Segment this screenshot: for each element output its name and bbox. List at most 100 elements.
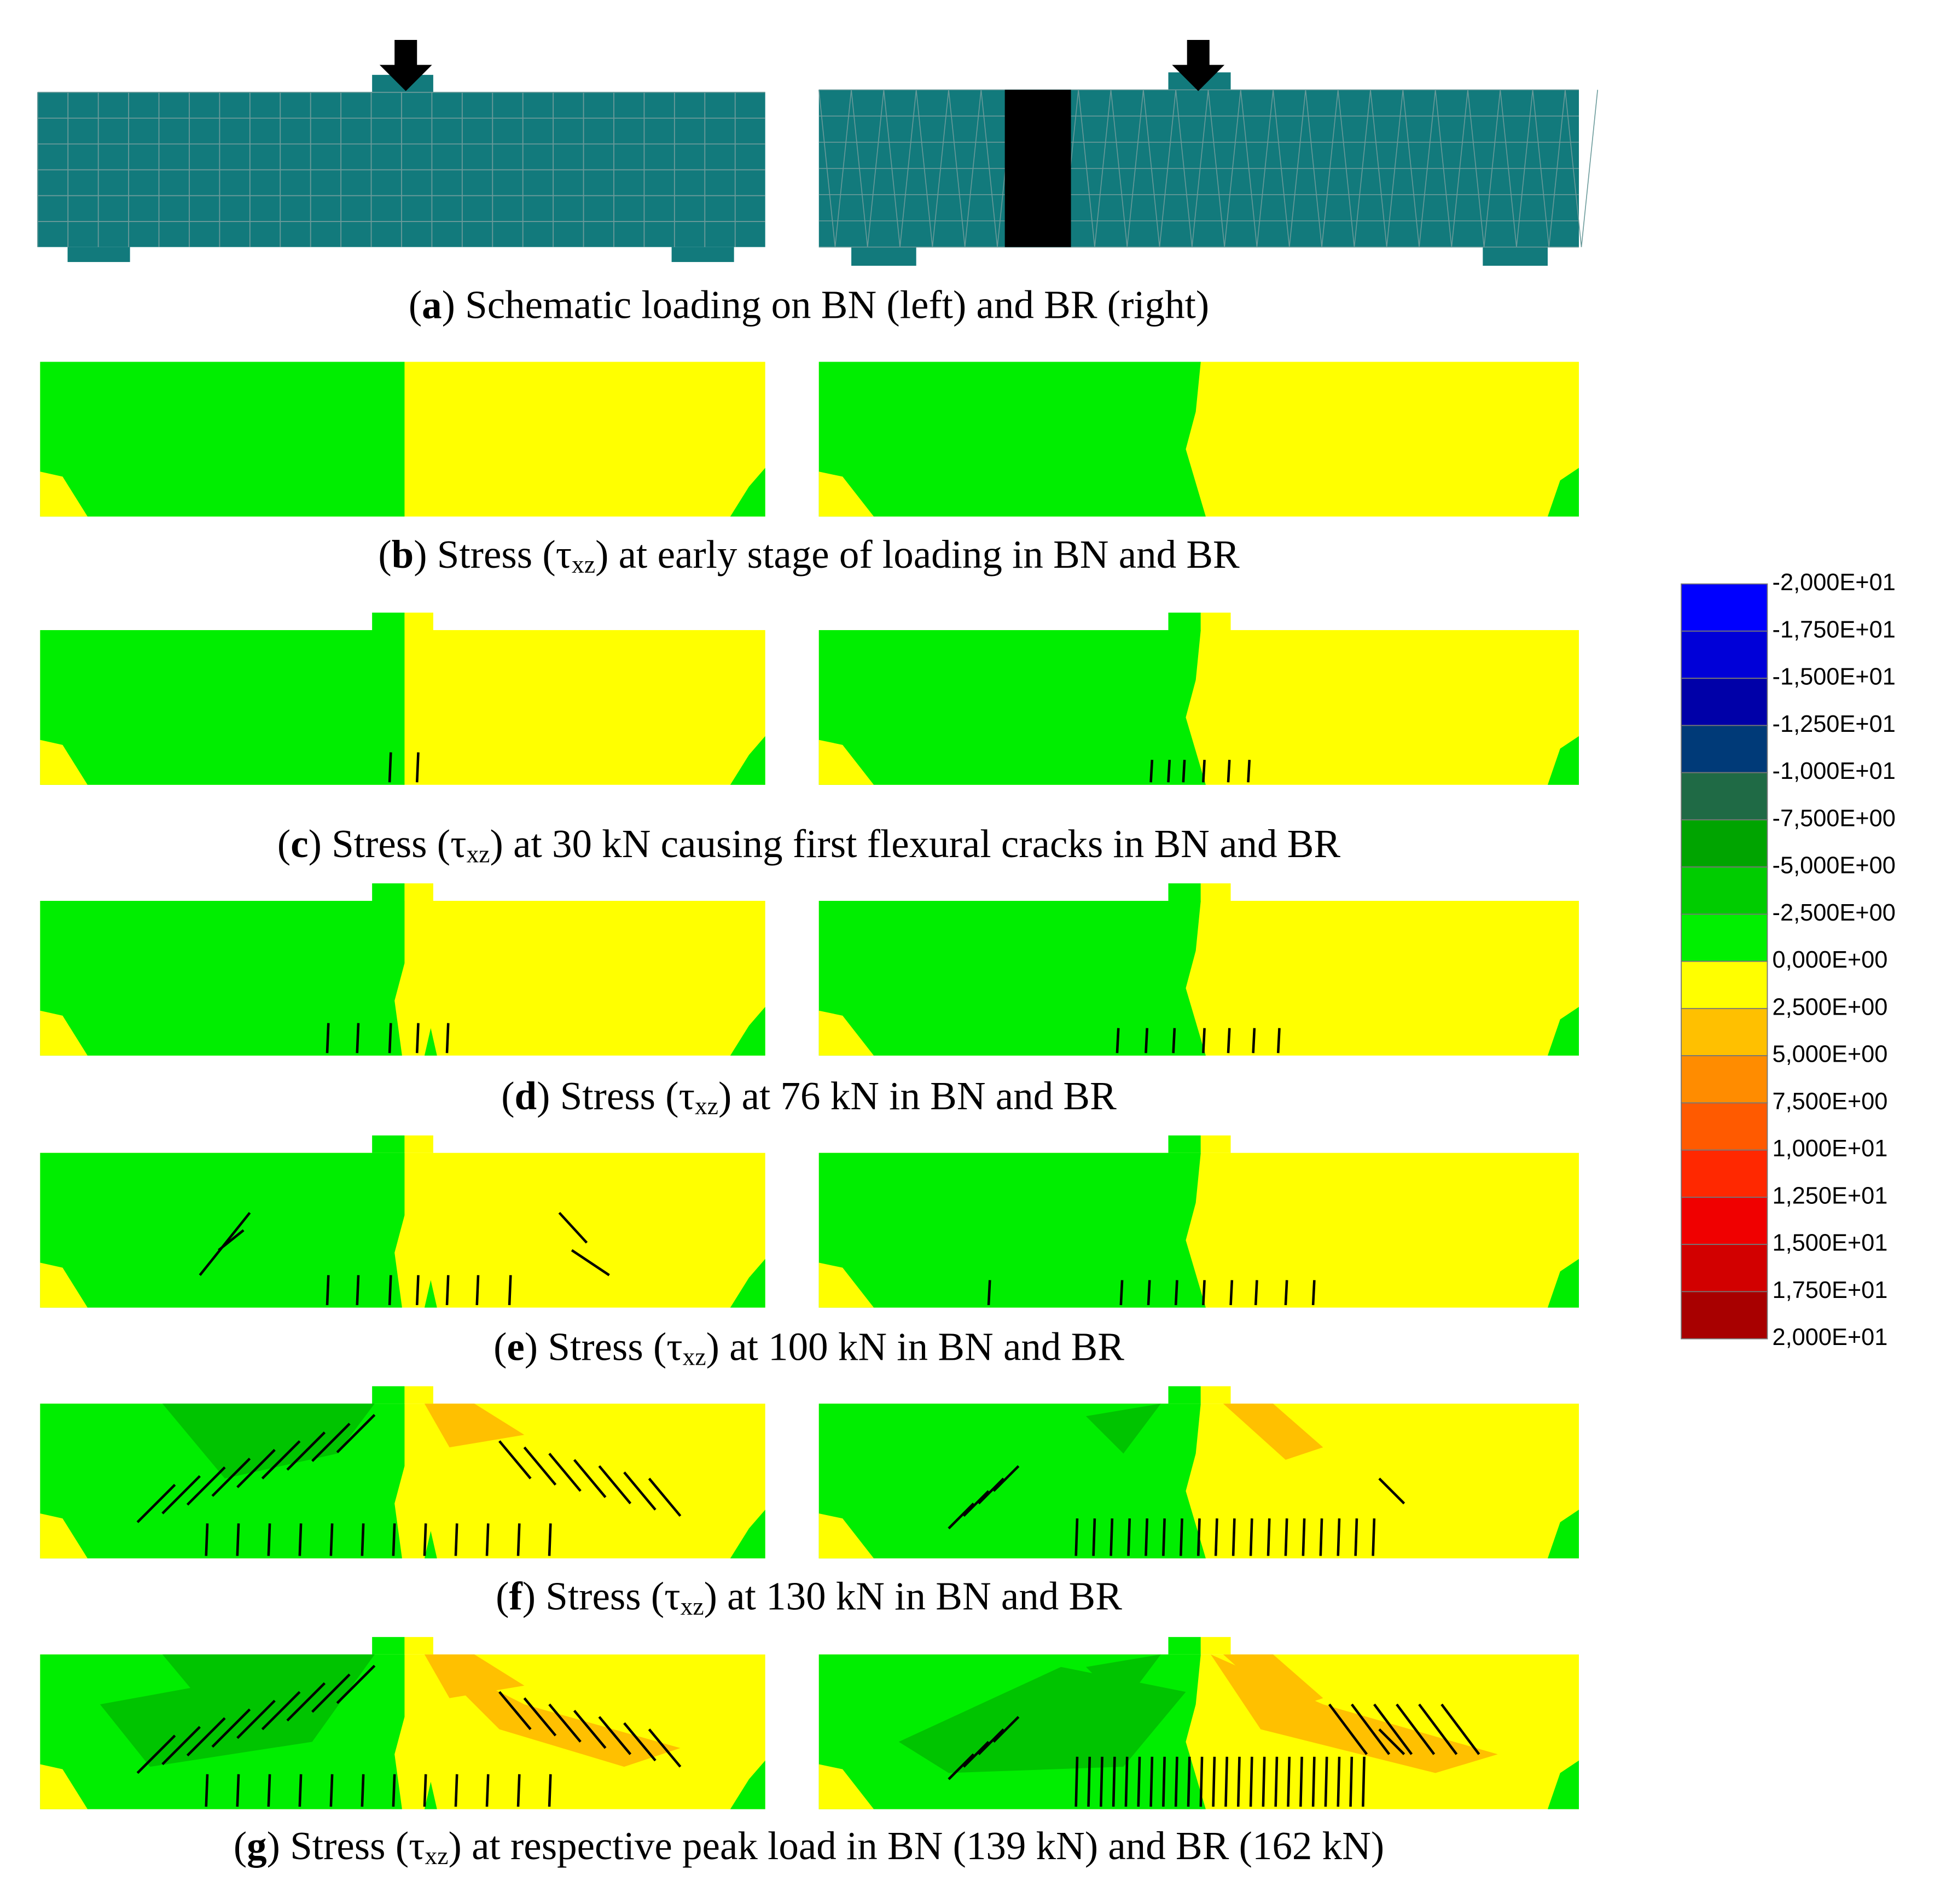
crack xyxy=(236,1774,240,1807)
crack xyxy=(1373,1703,1413,1755)
crack xyxy=(1227,1028,1231,1053)
legend-band xyxy=(1681,1196,1768,1245)
legend-label: 0,000E+00 xyxy=(1773,947,1888,973)
crack xyxy=(329,1774,334,1807)
legend-band xyxy=(1681,1055,1768,1104)
crack xyxy=(1196,1518,1201,1556)
crack xyxy=(1247,760,1251,783)
load-plate xyxy=(1200,1135,1231,1153)
caption-part: ) at 100 kN in BN and BR xyxy=(706,1324,1125,1369)
load-plate xyxy=(372,883,405,901)
crack xyxy=(1172,1028,1176,1053)
caption-part: ) at 30 kN causing first flexural cracks… xyxy=(490,822,1341,866)
crack xyxy=(361,1774,365,1807)
legend-band xyxy=(1681,960,1768,1009)
stress-zone xyxy=(40,362,405,517)
crack xyxy=(218,1229,245,1251)
stress-zone xyxy=(730,468,765,517)
crack xyxy=(1274,1756,1279,1807)
crack xyxy=(1311,1280,1316,1306)
crack xyxy=(1145,1028,1148,1053)
load-plate xyxy=(1200,613,1231,630)
crack xyxy=(573,1709,607,1749)
caption-part: ( xyxy=(409,283,422,327)
load-plate xyxy=(1168,883,1201,901)
crack xyxy=(548,1453,582,1492)
crack xyxy=(1337,1518,1341,1556)
crack xyxy=(392,1774,396,1807)
load-plate xyxy=(1168,1135,1201,1153)
crack xyxy=(1249,1756,1253,1807)
crack xyxy=(1137,1756,1141,1807)
crack xyxy=(1378,1728,1405,1755)
crack xyxy=(948,1753,975,1780)
crack xyxy=(1182,760,1186,783)
crack xyxy=(1212,1756,1216,1807)
crack xyxy=(267,1523,271,1556)
crack xyxy=(1074,1518,1079,1556)
crack xyxy=(1119,1280,1124,1306)
crack xyxy=(236,1699,276,1739)
caption-part: ) at respective peak load in BN (139 kN)… xyxy=(449,1824,1385,1868)
stress-zone xyxy=(40,1764,88,1809)
stress-zone xyxy=(730,1510,765,1559)
caption-part: ) Stress (τ xyxy=(537,1074,695,1118)
stress-zone xyxy=(730,1006,765,1056)
crack xyxy=(286,1431,326,1471)
legend-band xyxy=(1681,772,1768,820)
crack xyxy=(388,752,392,783)
crack xyxy=(445,1023,450,1053)
crack xyxy=(1262,1756,1266,1807)
stress-zone xyxy=(100,1654,375,1767)
legend-label: 1,250E+01 xyxy=(1773,1183,1888,1209)
stress-zone xyxy=(730,1760,765,1809)
legend-label: -1,000E+01 xyxy=(1773,758,1896,784)
crack xyxy=(1145,1518,1148,1556)
load-arrow xyxy=(379,39,432,91)
crack xyxy=(992,1716,1020,1743)
crack xyxy=(1319,1518,1323,1556)
beam xyxy=(851,247,916,266)
legend-label: -7,500E+00 xyxy=(1773,805,1896,831)
crack xyxy=(415,1023,420,1053)
stress-zone xyxy=(818,362,1206,517)
caption-part: ) Stress (τ xyxy=(525,1324,683,1369)
crack xyxy=(1149,1756,1154,1807)
crack xyxy=(423,1774,427,1807)
crack xyxy=(1147,1280,1151,1306)
crack xyxy=(1232,1518,1236,1556)
crack xyxy=(516,1774,521,1807)
caption-part: ( xyxy=(277,822,291,866)
caption-part: ( xyxy=(501,1074,514,1118)
crack xyxy=(1214,1518,1218,1556)
stress-zone xyxy=(424,1781,437,1809)
crack xyxy=(161,1475,201,1515)
stress-zone xyxy=(1547,468,1579,517)
caption-part: ( xyxy=(493,1324,507,1369)
crack xyxy=(1116,1028,1120,1053)
crack xyxy=(948,1503,975,1529)
beam xyxy=(671,247,734,263)
crack xyxy=(311,1423,351,1462)
crack xyxy=(388,1275,392,1306)
legend-label: -1,250E+01 xyxy=(1773,711,1896,737)
crack xyxy=(236,1449,276,1488)
crack xyxy=(1324,1756,1328,1807)
crack xyxy=(1149,760,1154,783)
crack xyxy=(186,1717,226,1757)
legend-band xyxy=(1681,725,1768,773)
stress-zone xyxy=(40,630,405,785)
crack xyxy=(1287,1756,1291,1807)
crack xyxy=(267,1774,271,1807)
load-plate xyxy=(404,1637,433,1655)
stress-zone xyxy=(1223,1404,1323,1460)
crack xyxy=(1378,1477,1405,1505)
crack xyxy=(311,1673,351,1713)
stress-zone xyxy=(1547,1259,1579,1308)
crack xyxy=(1100,1756,1103,1807)
stress-zone xyxy=(1547,736,1579,785)
stress-zone xyxy=(818,740,874,785)
load-plate xyxy=(372,1386,405,1404)
